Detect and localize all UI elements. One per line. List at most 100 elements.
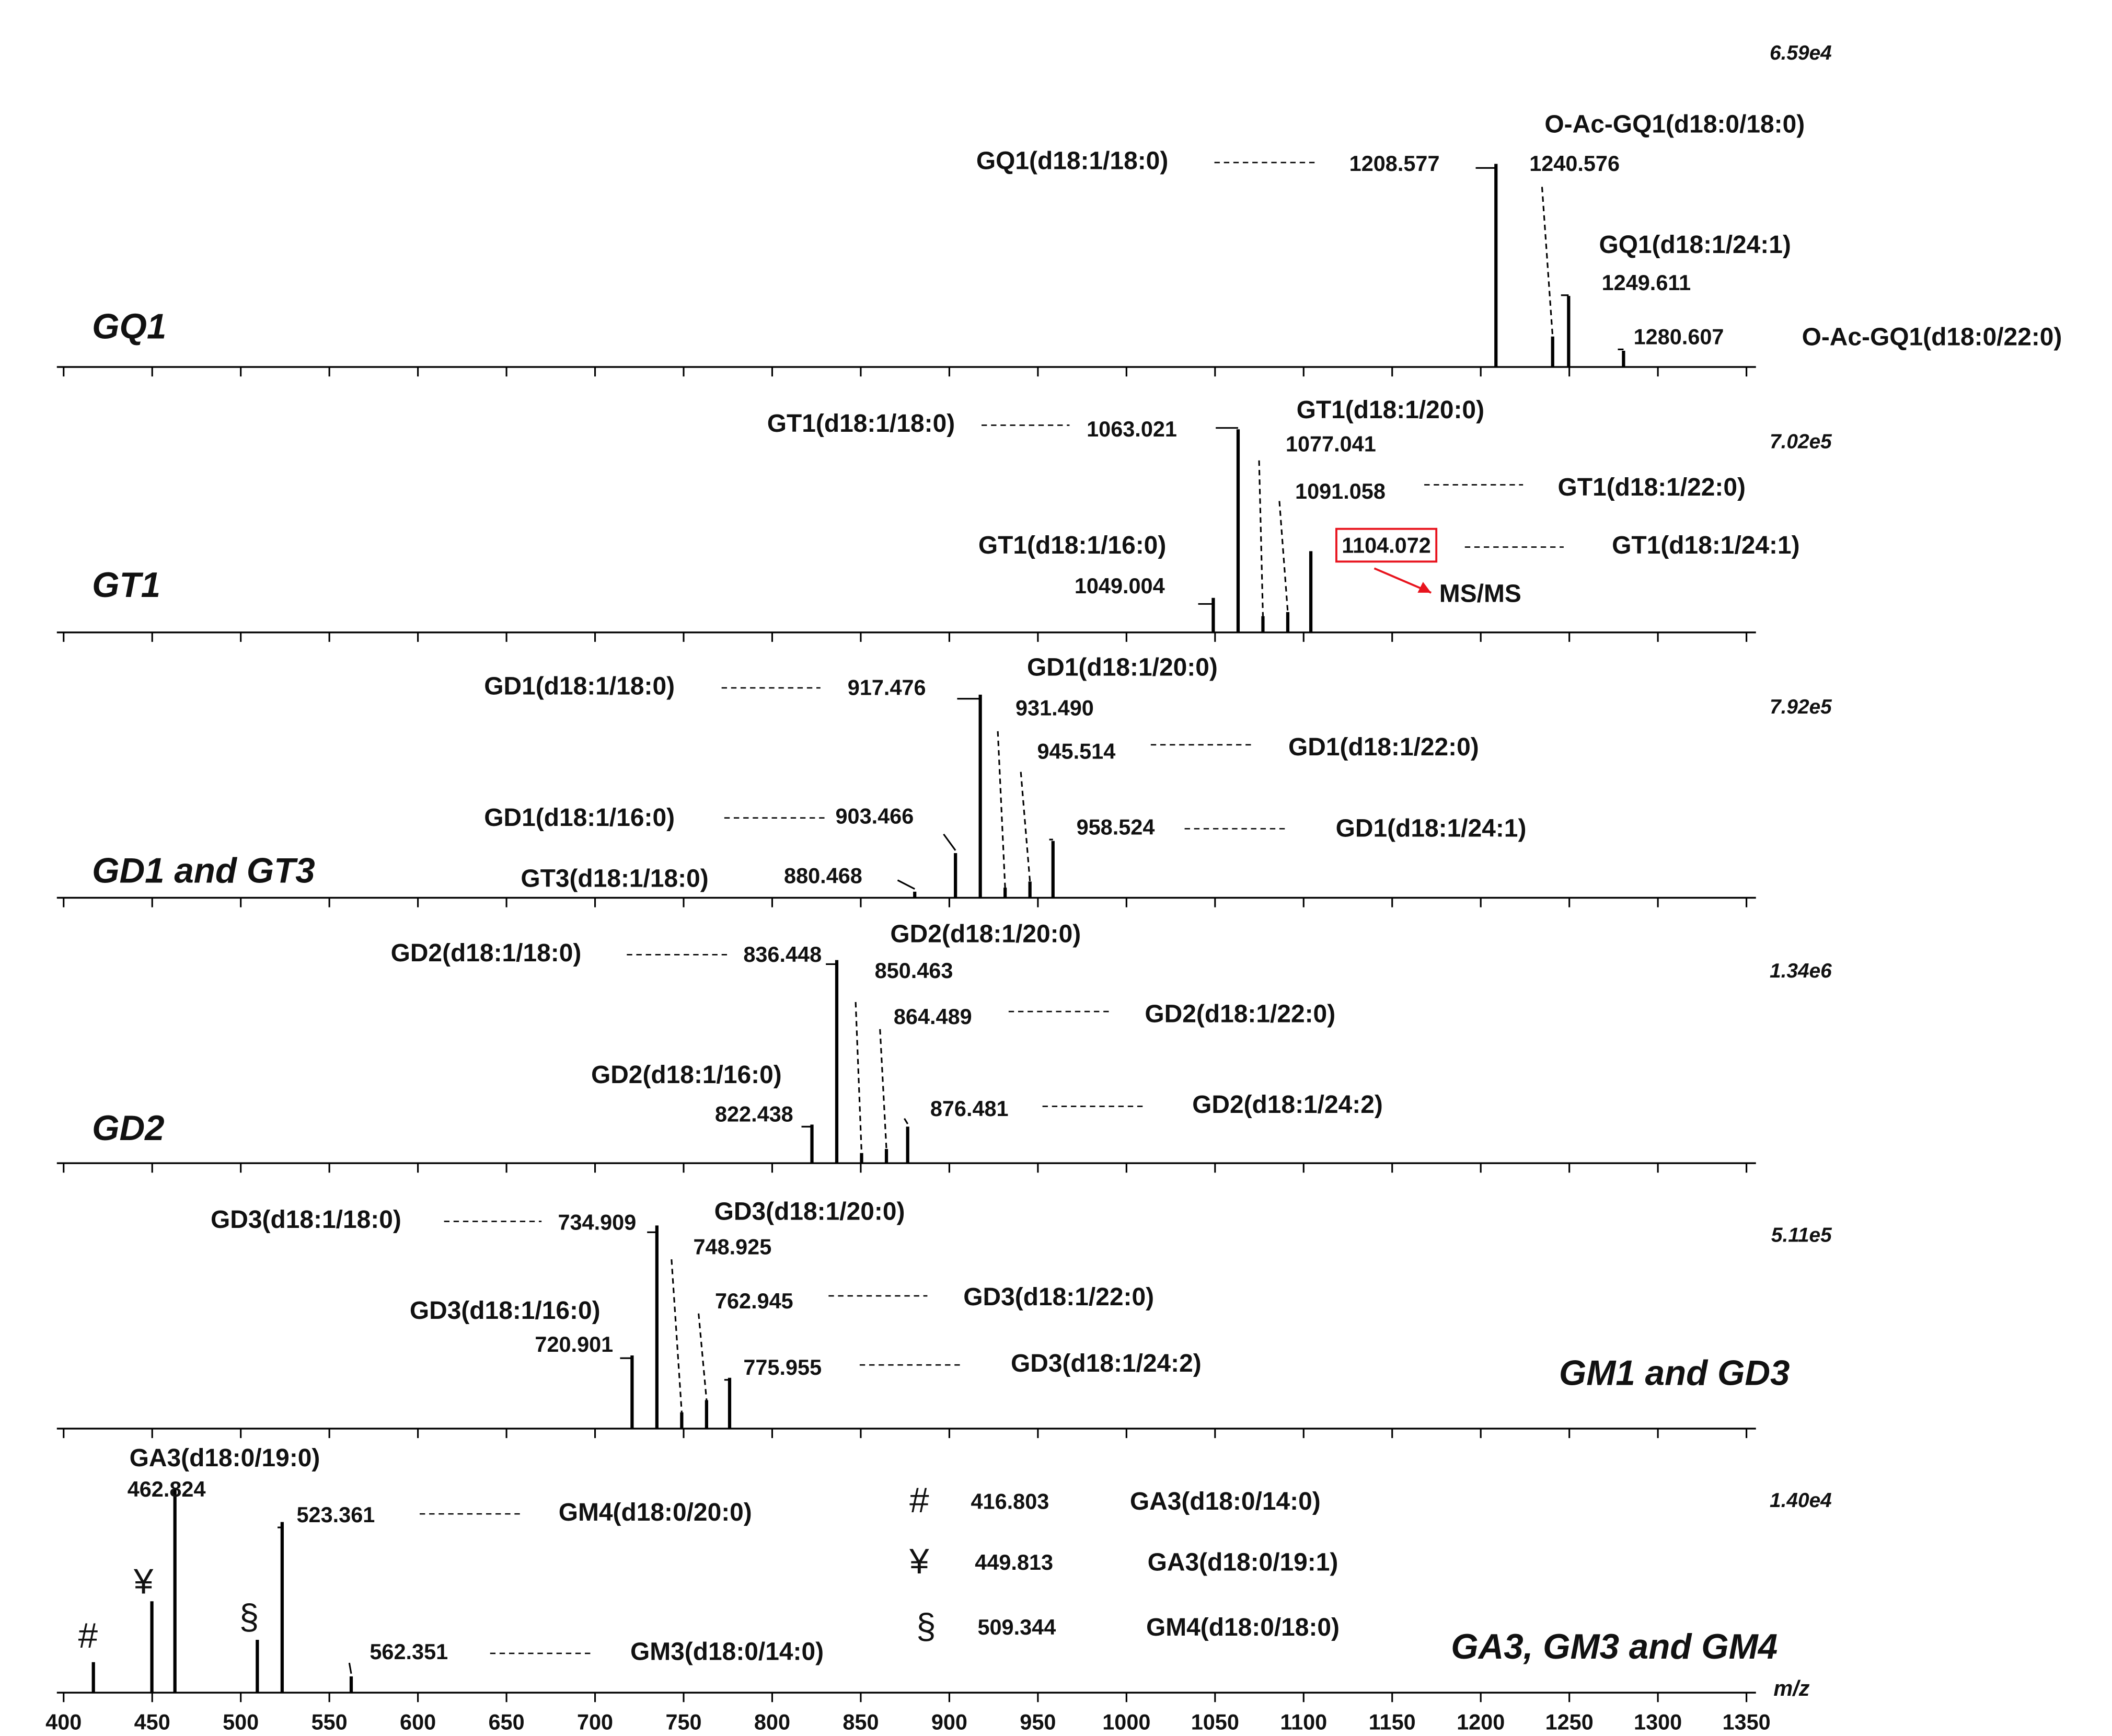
mz-label: 775.955 xyxy=(743,1355,822,1379)
panel-title: GM1 and GD3 xyxy=(1559,1354,1790,1393)
x-tick-label: 450 xyxy=(134,1710,170,1734)
connector xyxy=(879,1029,887,1149)
x-tick-label: 1050 xyxy=(1191,1710,1239,1734)
compound-name: GD2(d18:1/20:0) xyxy=(890,921,1081,948)
x-tick-label: 550 xyxy=(311,1710,348,1734)
mz-label: 958.524 xyxy=(1077,814,1155,839)
mz-label: 1280.607 xyxy=(1634,325,1724,349)
compound-name: GD1(d18:1/20:0) xyxy=(1027,653,1218,681)
x-tick-label: 850 xyxy=(843,1710,879,1734)
x-tick-label: 1250 xyxy=(1545,1710,1594,1734)
panel-title: GA3, GM3 and GM4 xyxy=(1451,1627,1778,1666)
legend-name: GA3(d18:0/19:1) xyxy=(1148,1549,1338,1577)
compound-name: GD1(d18:1/24:1) xyxy=(1336,815,1527,843)
mz-label: 734.909 xyxy=(558,1210,636,1235)
compound-name: GD1(d18:1/16:0) xyxy=(484,804,675,832)
x-tick-label: 750 xyxy=(665,1710,701,1734)
mz-label: 836.448 xyxy=(743,942,822,967)
x-tick-label: 1200 xyxy=(1457,1710,1505,1734)
legend-mz: 449.813 xyxy=(975,1550,1053,1574)
mz-label: 917.476 xyxy=(848,675,926,700)
x-tick-label: 800 xyxy=(754,1710,790,1734)
compound-name: GQ1(d18:1/18:0) xyxy=(976,147,1168,175)
compound-name: O-Ac-GQ1(d18:0/22:0) xyxy=(1802,323,2062,351)
mz-label: 864.489 xyxy=(894,1004,972,1029)
panel-title: GD1 and GT3 xyxy=(92,852,315,891)
intensity-label: 7.92e5 xyxy=(1770,696,1832,718)
x-tick-label: 900 xyxy=(931,1710,967,1734)
compound-name: GT1(d18:1/18:0) xyxy=(767,410,955,438)
mz-label: 720.901 xyxy=(535,1332,613,1356)
compound-name: GQ1(d18:1/24:1) xyxy=(1599,231,1791,259)
intensity-label: 1.34e6 xyxy=(1770,960,1832,982)
mz-label: 1063.021 xyxy=(1087,417,1177,441)
connector xyxy=(698,1313,708,1400)
legend-marker: ¥ xyxy=(909,1542,929,1581)
compound-name: GM4(d18:0/20:0) xyxy=(559,1499,752,1526)
mz-label: 1077.041 xyxy=(1286,431,1376,456)
x-tick-label: 400 xyxy=(45,1710,82,1734)
mz-label: 1049.004 xyxy=(1075,573,1165,598)
compound-name: GM3(d18:0/14:0) xyxy=(630,1638,824,1666)
compound-name: GD2(d18:1/22:0) xyxy=(1145,1001,1335,1028)
compound-name: GD3(d18:1/16:0) xyxy=(410,1297,601,1325)
intensity-label: 6.59e4 xyxy=(1770,42,1832,64)
compound-name: GT1(d18:1/20:0) xyxy=(1297,396,1484,424)
x-tick-label: 650 xyxy=(489,1710,525,1734)
legend-name: GA3(d18:0/14:0) xyxy=(1130,1488,1321,1515)
connector xyxy=(943,833,956,851)
x-tick-label: 1300 xyxy=(1634,1710,1682,1734)
mz-label: 880.468 xyxy=(784,864,862,888)
x-tick-label: 600 xyxy=(400,1710,436,1734)
mz-label: 876.481 xyxy=(930,1096,1009,1121)
compound-name: GT1(d18:1/16:0) xyxy=(978,532,1166,559)
note-arrowhead xyxy=(1417,582,1432,593)
mz-label: 1104.072 xyxy=(1342,533,1431,558)
mz-label: 945.514 xyxy=(1037,739,1115,763)
compound-name: GD2(d18:1/16:0) xyxy=(591,1061,782,1089)
mz-label: 1249.611 xyxy=(1602,270,1691,295)
mz-label: 562.351 xyxy=(370,1639,448,1664)
mz-label: 903.466 xyxy=(835,804,914,829)
mz-label: 523.361 xyxy=(297,1502,375,1527)
peak-marker: # xyxy=(78,1616,98,1655)
intensity-label: 1.40e4 xyxy=(1770,1489,1832,1512)
panel-title: GT1 xyxy=(92,566,160,605)
x-tick-label: 1350 xyxy=(1723,1710,1771,1734)
connector xyxy=(897,879,915,890)
x-tick-label: 1100 xyxy=(1280,1710,1327,1734)
compound-name: GD3(d18:1/18:0) xyxy=(211,1206,401,1234)
mz-label: 850.463 xyxy=(875,958,953,983)
x-tick-label: 700 xyxy=(577,1710,613,1734)
connector xyxy=(1541,187,1554,337)
mz-label: 762.945 xyxy=(715,1289,793,1313)
mz-label: 1240.576 xyxy=(1529,151,1620,176)
mz-label: 748.925 xyxy=(693,1234,771,1259)
x-tick-label: 1150 xyxy=(1369,1710,1416,1734)
mz-label: 931.490 xyxy=(1015,695,1094,720)
compound-name: GD2(d18:1/24:2) xyxy=(1192,1091,1383,1119)
x-axis-label: m/z xyxy=(1773,1676,1809,1700)
mz-label: 462.824 xyxy=(128,1477,206,1501)
legend-mz: 416.803 xyxy=(971,1489,1049,1513)
mz-label: 1091.058 xyxy=(1295,479,1386,503)
compound-name: GT3(d18:1/18:0) xyxy=(521,865,708,892)
compound-name: GD3(d18:1/20:0) xyxy=(714,1198,905,1226)
legend-name: GM4(d18:0/18:0) xyxy=(1146,1614,1340,1641)
compound-name: O-Ac-GQ1(d18:0/18:0) xyxy=(1544,111,1805,139)
mz-label: 1208.577 xyxy=(1349,151,1440,176)
note-text: MS/MS xyxy=(1439,580,1521,608)
legend-marker: # xyxy=(909,1481,929,1520)
compound-name: GD3(d18:1/22:0) xyxy=(963,1283,1154,1311)
connector xyxy=(348,1662,352,1674)
compound-name: GT1(d18:1/24:1) xyxy=(1612,532,1799,559)
legend-marker: § xyxy=(916,1607,936,1646)
compound-name: GD3(d18:1/24:2) xyxy=(1011,1350,1202,1377)
peak-marker: ¥ xyxy=(133,1562,154,1602)
panel-title: GQ1 xyxy=(92,307,166,346)
connector xyxy=(904,1118,909,1124)
connector xyxy=(1020,772,1031,882)
panel-title: GD2 xyxy=(92,1109,164,1148)
highlight-box xyxy=(1335,527,1438,563)
